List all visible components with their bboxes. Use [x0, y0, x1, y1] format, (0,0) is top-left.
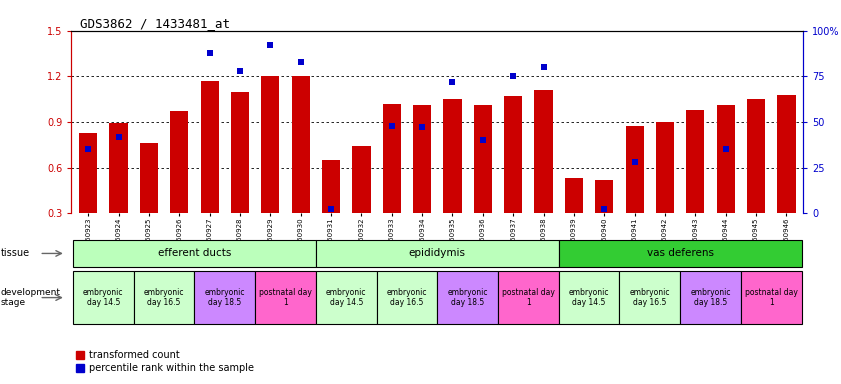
Bar [626, 126, 643, 213]
Text: embryonic
day 14.5: embryonic day 14.5 [569, 288, 610, 307]
Bar [620, 271, 680, 324]
Bar [322, 160, 340, 213]
Bar [316, 240, 558, 267]
Bar [717, 105, 735, 213]
Bar [558, 240, 801, 267]
Text: vas deferens: vas deferens [647, 248, 714, 258]
Bar [686, 110, 705, 213]
Bar [352, 146, 371, 213]
Bar [140, 143, 158, 213]
Text: embryonic
day 18.5: embryonic day 18.5 [690, 288, 731, 307]
Text: embryonic
day 18.5: embryonic day 18.5 [204, 288, 245, 307]
Bar [777, 94, 796, 213]
Bar [262, 76, 279, 213]
Text: GDS3862 / 1433481_at: GDS3862 / 1433481_at [80, 17, 230, 30]
Bar [231, 91, 249, 213]
Bar [741, 271, 801, 324]
Bar [170, 111, 188, 213]
Text: embryonic
day 14.5: embryonic day 14.5 [326, 288, 367, 307]
Text: embryonic
day 14.5: embryonic day 14.5 [83, 288, 124, 307]
Text: postnatal day
1: postnatal day 1 [502, 288, 555, 307]
Bar [595, 180, 613, 213]
Text: epididymis: epididymis [409, 248, 466, 258]
Bar [558, 271, 620, 324]
Bar [73, 271, 134, 324]
Text: efferent ducts: efferent ducts [158, 248, 231, 258]
Text: embryonic
day 16.5: embryonic day 16.5 [387, 288, 427, 307]
Text: postnatal day
1: postnatal day 1 [745, 288, 798, 307]
Bar [498, 271, 558, 324]
Bar [200, 81, 219, 213]
Bar [79, 132, 98, 213]
Bar [535, 90, 553, 213]
Bar [680, 271, 741, 324]
Bar [443, 99, 462, 213]
Bar [255, 271, 316, 324]
Bar [565, 178, 583, 213]
Bar [73, 240, 316, 267]
Bar [292, 76, 309, 213]
Bar [383, 104, 401, 213]
Bar [656, 122, 674, 213]
Text: tissue: tissue [1, 248, 30, 258]
Bar [747, 99, 765, 213]
Bar [473, 105, 492, 213]
Bar [134, 271, 194, 324]
Text: embryonic
day 18.5: embryonic day 18.5 [447, 288, 488, 307]
Text: postnatal day
1: postnatal day 1 [259, 288, 312, 307]
Bar [413, 105, 431, 213]
Text: development
stage: development stage [1, 288, 61, 307]
Text: embryonic
day 16.5: embryonic day 16.5 [630, 288, 670, 307]
Bar [504, 96, 522, 213]
Bar [316, 271, 377, 324]
Text: embryonic
day 16.5: embryonic day 16.5 [144, 288, 184, 307]
Bar [109, 123, 128, 213]
Legend: transformed count, percentile rank within the sample: transformed count, percentile rank withi… [77, 351, 254, 373]
Bar [194, 271, 255, 324]
Bar [437, 271, 498, 324]
Bar [377, 271, 437, 324]
